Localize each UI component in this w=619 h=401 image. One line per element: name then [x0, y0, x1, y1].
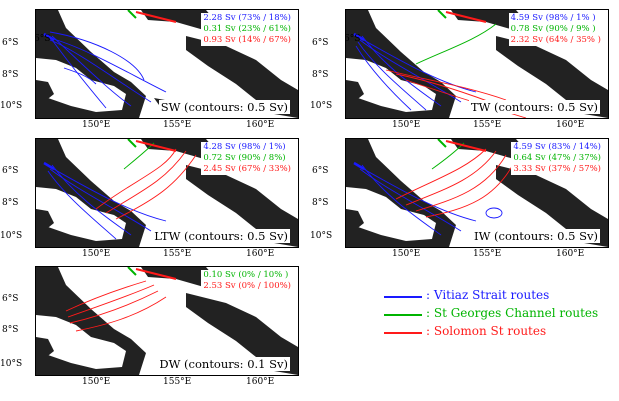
lat-label-6s: 6°S: [345, 34, 361, 44]
stats-box: 0.10 Sv (0% / 10% ) 2.53 Sv (0% / 100%): [201, 270, 293, 292]
solomon-stat: 2.53 Sv (0% / 100%): [203, 281, 291, 291]
panel-caption: TW (contours: 0.5 Sv): [468, 100, 600, 114]
lon-label-150e: 150°E: [392, 120, 421, 130]
lon-label-160e: 160°E: [246, 377, 275, 387]
solomon-stat: 3.33 Sv (37% / 57%): [513, 164, 601, 174]
solomon-stat: 2.45 Sv (67% / 33%): [203, 164, 291, 174]
lon-label-150e: 150°E: [82, 377, 111, 387]
lat-label-6s: 6°S: [312, 166, 329, 176]
vitiaz-stat: 4.28 Sv (98% / 1%): [203, 142, 286, 152]
lon-label-155e: 155°E: [163, 377, 192, 387]
map-panel-ltw: 4.28 Sv (98% / 1%) 0.72 Sv (90% / 8%) 2.…: [35, 138, 299, 248]
lat-label-6s: 6°S: [312, 38, 329, 48]
lon-label-155e: 155°E: [473, 249, 502, 259]
lat-label-8s: 8°S: [2, 70, 19, 80]
map-ltw: [36, 139, 298, 247]
lat-label-10s: 10°S: [310, 101, 333, 111]
stgeorges-stat: 0.64 Sv (47% / 37%): [513, 153, 601, 163]
stats-box: 2.28 Sv (73% / 18%) 0.31 Sv (23% / 61%) …: [201, 13, 293, 46]
lon-label-160e: 160°E: [246, 120, 275, 130]
lon-label-155e: 155°E: [473, 120, 502, 130]
legend-label: : Solomon St routes: [426, 324, 547, 338]
legend-label: : Vitiaz Strait routes: [426, 288, 550, 302]
lon-label-150e: 150°E: [82, 249, 111, 259]
stgeorges-stat: 0.78 Sv (90% / 9% ): [510, 24, 596, 34]
lat-label-8s: 8°S: [2, 325, 19, 335]
lat-label-10s: 10°S: [310, 231, 333, 241]
lon-label-155e: 155°E: [163, 120, 192, 130]
stats-box: 4.59 Sv (83% / 14%) 0.64 Sv (47% / 37%) …: [511, 142, 603, 175]
lat-label-6s: 6°S: [35, 34, 51, 44]
map-panel-iw: 4.59 Sv (83% / 14%) 0.64 Sv (47% / 37%) …: [345, 138, 609, 248]
panel-caption: LTW (contours: 0.5 Sv): [152, 229, 290, 243]
lat-label-8s: 8°S: [2, 198, 19, 208]
lon-label-150e: 150°E: [392, 249, 421, 259]
solomon-stat: 0.93 Sv (14% / 67%): [203, 35, 291, 45]
panel-caption: SW (contours: 0.5 Sv): [158, 100, 290, 114]
legend-label: : St Georges Channel routes: [426, 306, 599, 320]
lon-label-160e: 160°E: [246, 249, 275, 259]
lat-label-10s: 10°S: [0, 231, 23, 241]
vitiaz-stat: 4.59 Sv (98% / 1% ): [510, 13, 596, 23]
lat-label-8s: 8°S: [312, 70, 329, 80]
panel-caption: IW (contours: 0.5 Sv): [472, 229, 600, 243]
stgeorges-line-swatch: [384, 314, 422, 316]
lat-label-6s: 6°S: [2, 38, 19, 48]
map-tw: [346, 10, 608, 118]
solomon-line-swatch: [384, 332, 422, 334]
lat-label-6s: 6°S: [2, 166, 19, 176]
lat-label-8s: 8°S: [312, 198, 329, 208]
vitiaz-line-swatch: [384, 296, 422, 298]
lat-label-6s: 6°S: [2, 294, 19, 304]
lon-label-150e: 150°E: [82, 120, 111, 130]
stats-box: 4.59 Sv (98% / 1% ) 0.78 Sv (90% / 9% ) …: [508, 13, 603, 46]
map-dw: [36, 267, 298, 375]
stgeorges-stat: 0.10 Sv (0% / 10% ): [203, 270, 289, 280]
solomon-stat: 2.32 Sv (64% / 35% ): [510, 35, 601, 45]
vitiaz-stat: 4.59 Sv (83% / 14%): [513, 142, 601, 152]
stats-box: 4.28 Sv (98% / 1%) 0.72 Sv (90% / 8%) 2.…: [201, 142, 293, 175]
map-panel-sw: 6°S 2.28 Sv (73% / 18%) 0.31 Sv (23% / 6…: [35, 9, 299, 119]
lon-label-160e: 160°E: [556, 120, 585, 130]
lon-label-155e: 155°E: [163, 249, 192, 259]
lon-label-160e: 160°E: [556, 249, 585, 259]
lat-label-10s: 10°S: [0, 359, 23, 369]
vitiaz-stat: 2.28 Sv (73% / 18%): [203, 13, 291, 23]
panel-caption: DW (contours: 0.1 Sv): [157, 357, 290, 371]
stgeorges-stat: 0.72 Sv (90% / 8%): [203, 153, 286, 163]
map-panel-tw: 6°S 4.59 Sv (98% / 1% ) 0.78 Sv (90% / 9…: [345, 9, 609, 119]
stgeorges-stat: 0.31 Sv (23% / 61%): [203, 24, 291, 34]
lat-label-10s: 10°S: [0, 101, 23, 111]
map-iw: [346, 139, 608, 247]
map-panel-dw: 0.10 Sv (0% / 10% ) 2.53 Sv (0% / 100%) …: [35, 266, 299, 376]
